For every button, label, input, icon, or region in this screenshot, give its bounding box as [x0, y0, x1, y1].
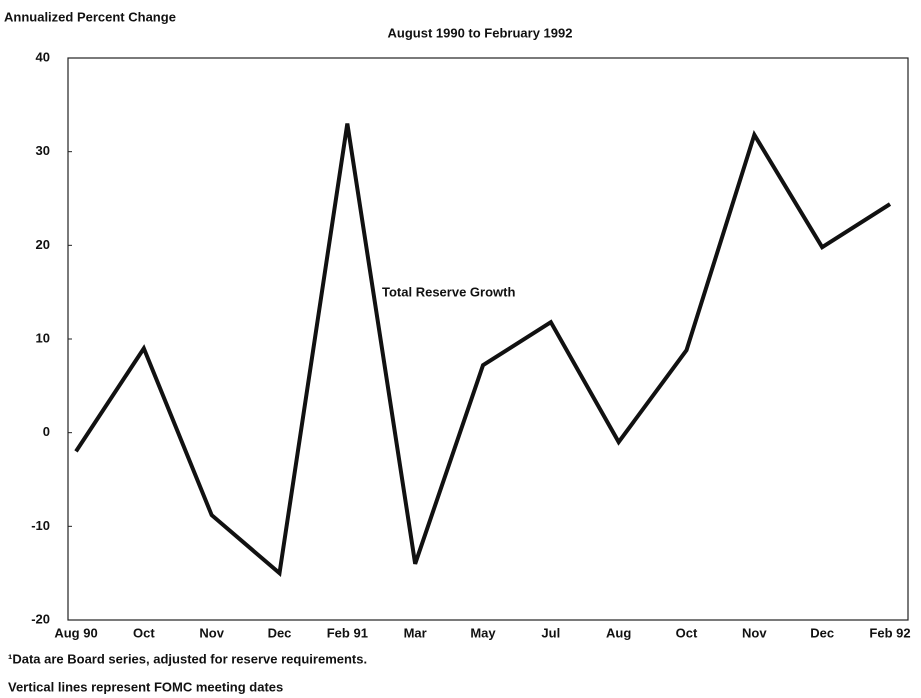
x-tick-label: Oct	[676, 625, 698, 640]
x-tick-label: Dec	[268, 625, 292, 640]
y-tick-label: 30	[36, 143, 50, 158]
y-tick-label: 0	[43, 424, 50, 439]
chart-title: August 1990 to February 1992	[388, 25, 573, 40]
x-tick-label: Feb 92	[869, 625, 910, 640]
x-tick-label: Aug 90	[54, 625, 97, 640]
x-tick-label: Nov	[199, 625, 224, 640]
footnote: ¹Data are Board series, adjusted for res…	[8, 651, 367, 666]
x-tick-label: May	[470, 625, 496, 640]
x-tick-label: Aug	[606, 625, 631, 640]
plot-frame	[67, 57, 909, 621]
series-label: Total Reserve Growth	[382, 284, 515, 299]
x-tick-label: Jul	[541, 625, 560, 640]
x-tick-label: Mar	[404, 625, 427, 640]
line-series	[74, 123, 892, 578]
y-axis-label: Annualized Percent Change	[4, 9, 176, 24]
x-tick-label: Oct	[133, 625, 155, 640]
y-tick-label: 40	[36, 49, 50, 64]
y-tick-label: 10	[36, 330, 50, 345]
x-tick-label: Nov	[742, 625, 767, 640]
x-tick-label: Feb 91	[327, 625, 368, 640]
footnote: Vertical lines represent FOMC meeting da…	[8, 679, 283, 694]
y-tick-label: -20	[31, 611, 50, 626]
y-tick-label: 20	[36, 237, 50, 252]
y-tick-label: -10	[31, 518, 50, 533]
x-tick-label: Dec	[810, 625, 834, 640]
